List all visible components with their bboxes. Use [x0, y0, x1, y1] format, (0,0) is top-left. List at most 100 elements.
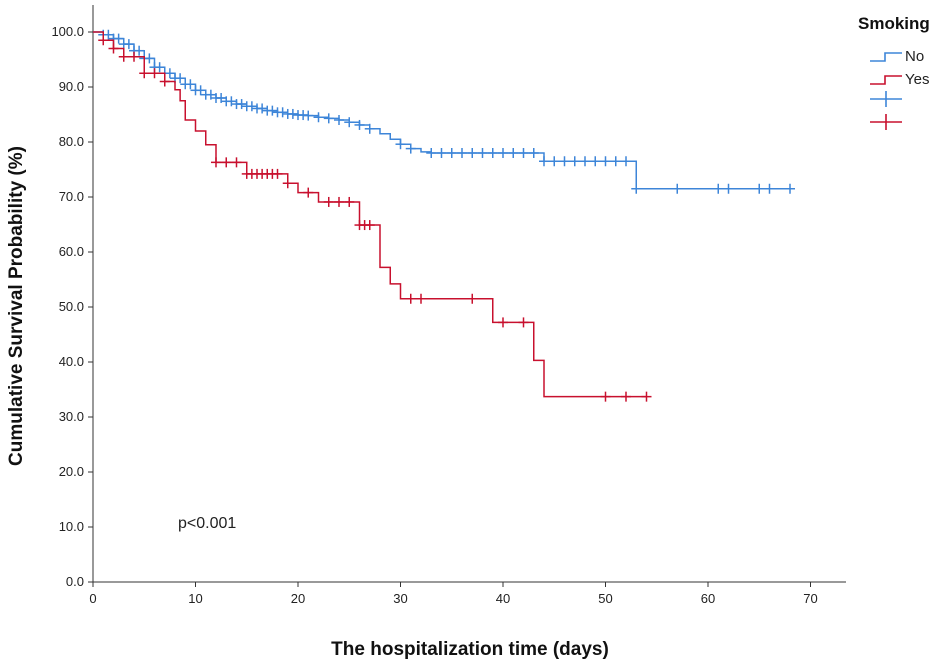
x-tick-label: 20	[291, 591, 305, 606]
series-no	[93, 29, 795, 194]
x-tick-label: 70	[803, 591, 817, 606]
censor-mark	[226, 96, 237, 107]
x-tick-label: 60	[701, 591, 715, 606]
y-tick-label: 60.0	[59, 244, 84, 259]
y-axis-title: Cumulative Survival Probability (%)	[6, 146, 27, 466]
censor-mark	[236, 99, 247, 110]
censor-mark	[395, 139, 406, 150]
censor-mark	[216, 93, 227, 103]
censor-mark	[467, 293, 478, 304]
censor-mark	[139, 68, 150, 79]
censor-mark	[195, 85, 206, 96]
censor-mark	[457, 148, 467, 158]
censor-mark	[364, 220, 375, 231]
censor-mark	[221, 157, 232, 168]
censor-mark	[287, 108, 298, 119]
y-tick-label: 10.0	[59, 519, 84, 534]
x-tick-label: 0	[89, 591, 96, 606]
legend-line-yes	[870, 75, 902, 85]
censor-mark	[334, 115, 344, 125]
censor-mark	[103, 29, 114, 40]
censor-mark	[303, 110, 314, 121]
legend: Smoking No Yes	[858, 14, 930, 130]
censor-mark	[610, 156, 621, 167]
censor-mark	[134, 45, 145, 56]
censor-mark	[436, 148, 447, 158]
censor-mark	[123, 39, 134, 50]
censor-mark	[477, 148, 488, 158]
censor-mark	[641, 391, 652, 402]
x-tick-label: 40	[496, 591, 510, 606]
censor-mark	[164, 68, 175, 79]
legend-censor-yes	[870, 114, 902, 130]
censor-mark	[426, 148, 437, 158]
y-tick-label: 0.0	[66, 574, 84, 589]
censor-mark	[713, 183, 724, 194]
censor-mark	[539, 156, 549, 167]
y-tick-label: 80.0	[59, 134, 84, 149]
x-tick-label: 10	[188, 591, 202, 606]
survival-curve-yes	[93, 31, 647, 398]
legend-label-no: No	[905, 48, 924, 65]
censor-mark	[754, 183, 765, 194]
x-axis-title: The hospitalization time (days)	[331, 639, 609, 660]
censor-mark	[600, 156, 611, 167]
censor-mark	[129, 51, 139, 62]
censor-mark	[508, 148, 519, 158]
p-value-annotation: p<0.001	[178, 515, 236, 532]
censor-mark	[559, 156, 570, 167]
series-yes	[93, 31, 652, 402]
survival-curve-no	[93, 31, 790, 190]
censor-mark	[518, 317, 529, 328]
axes: 0.0 10.0 20.0 30.0 40.0 50.0 60.0 70.0 80.0 90.0 1…	[51, 5, 846, 606]
censor-mark	[98, 35, 109, 46]
censor-mark	[323, 196, 334, 207]
censor-mark	[405, 143, 416, 154]
censor-mark	[272, 168, 283, 179]
censor-mark	[344, 196, 355, 207]
censor-mark	[354, 119, 365, 130]
censor-mark	[303, 187, 314, 198]
y-tick-label: 100.0	[51, 24, 84, 39]
x-tick-label: 30	[393, 591, 407, 606]
censor-mark	[154, 62, 165, 73]
censor-mark	[405, 293, 416, 304]
censor-mark	[334, 196, 344, 207]
censor-mark	[257, 103, 268, 114]
censor-mark	[159, 76, 170, 87]
censor-mark	[313, 112, 324, 123]
legend-line-no	[870, 52, 902, 62]
censor-mark	[185, 79, 196, 90]
censor-mark	[446, 148, 457, 158]
legend-title: Smoking	[858, 14, 930, 33]
censor-mark	[416, 293, 426, 304]
censor-mark	[144, 53, 155, 64]
censor-mark	[282, 178, 293, 189]
censor-mark	[246, 101, 257, 112]
censor-mark	[364, 123, 375, 134]
censor-mark	[621, 156, 631, 167]
legend-censor-no	[870, 91, 902, 107]
censor-mark	[580, 156, 590, 167]
censor-mark	[175, 73, 186, 84]
censor-mark	[467, 148, 478, 158]
series-layer	[93, 29, 795, 402]
censor-mark	[231, 157, 242, 168]
y-tick-label: 50.0	[59, 299, 84, 314]
censor-mark	[764, 183, 775, 194]
censor-mark	[211, 157, 221, 168]
censor-mark	[498, 148, 508, 158]
censor-mark	[323, 113, 334, 124]
censor-mark	[621, 391, 631, 402]
y-tick-label: 90.0	[59, 79, 84, 94]
censor-mark	[108, 43, 119, 54]
censor-mark	[113, 33, 124, 44]
y-tick-label: 20.0	[59, 464, 84, 479]
censor-mark	[672, 183, 683, 194]
censor-mark	[277, 107, 288, 118]
y-tick-label: 70.0	[59, 189, 84, 204]
censor-mark	[600, 391, 611, 402]
y-tick-label: 40.0	[59, 354, 84, 369]
censor-mark	[785, 183, 795, 194]
